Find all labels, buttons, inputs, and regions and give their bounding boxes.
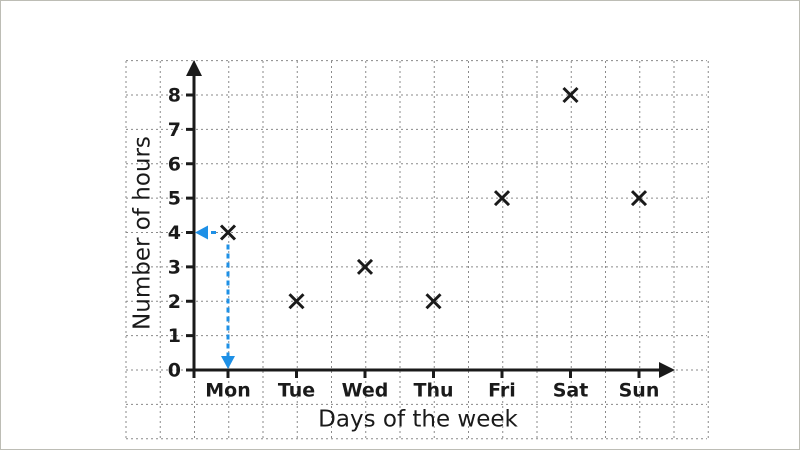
point-cross — [425, 293, 442, 310]
guide-v-arrow — [221, 356, 235, 369]
x-tick-label: Sun — [619, 380, 660, 402]
y-tick-label: 2 — [168, 291, 181, 313]
x-tick-label: Fri — [488, 380, 516, 402]
x-axis-label: Days of the week — [318, 407, 518, 433]
point-cross — [288, 293, 305, 310]
point — [493, 190, 511, 207]
y-tick-label: 0 — [168, 360, 181, 382]
point-cross — [219, 224, 237, 241]
x-tick-label: Mon — [205, 380, 251, 402]
point — [288, 293, 305, 310]
x-tick-label: Thu — [413, 380, 453, 402]
y-tick-label: 5 — [168, 188, 181, 210]
point-cross — [562, 86, 579, 104]
point — [219, 224, 237, 241]
point — [425, 293, 442, 310]
guide-h-arrow — [195, 225, 208, 240]
x-tick-label: Tue — [278, 380, 315, 402]
y-axis-label: Number of hours — [130, 136, 156, 330]
x-tick-label: Wed — [342, 380, 389, 402]
y-tick-label: 6 — [168, 153, 181, 175]
y-tick-label: 1 — [168, 325, 181, 347]
x-axis-arrow — [659, 362, 675, 378]
point-cross — [630, 190, 648, 207]
x-tick-label: Sat — [553, 380, 589, 402]
y-tick-label: 3 — [168, 256, 181, 278]
point-cross — [493, 190, 511, 207]
point — [562, 86, 579, 104]
point — [630, 190, 648, 207]
y-tick-label: 7 — [168, 119, 181, 141]
y-axis-arrow — [186, 60, 202, 76]
point-cross — [356, 258, 374, 275]
y-tick-label: 8 — [168, 85, 181, 107]
point — [356, 258, 374, 275]
y-tick-label: 4 — [168, 222, 181, 244]
